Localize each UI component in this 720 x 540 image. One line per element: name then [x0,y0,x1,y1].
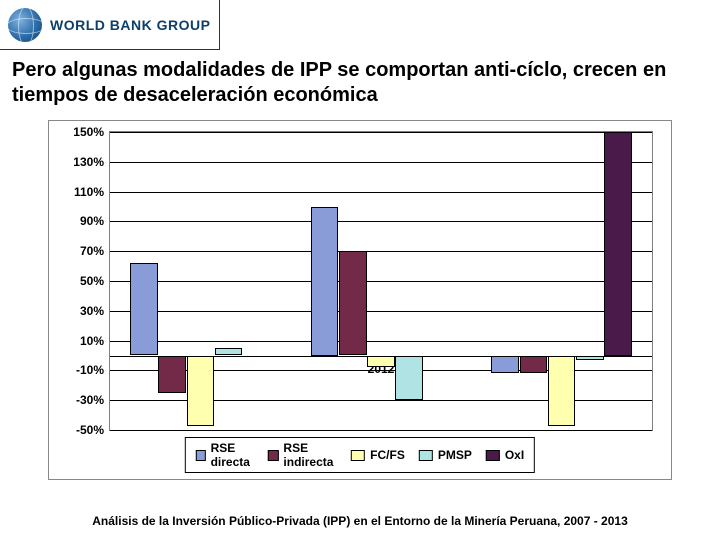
y-tick-label: 50% [80,274,104,288]
chart-container: -50%-30%-10%10%30%50%70%90%110%130%150%2… [48,120,672,480]
legend-item: PMSP [419,441,472,469]
legend-label: PMSP [438,448,472,462]
bar-fc-fs [187,356,215,426]
bar-rse-indirecta [520,356,548,374]
bar-pmsp [395,356,423,401]
gridline [110,430,652,431]
y-tick-label: 70% [80,244,104,258]
legend-label: RSE directa [211,441,255,469]
y-tick-label: 110% [74,185,104,199]
bar-rse-directa [311,207,339,356]
gridline [110,311,652,312]
legend-label: RSE indirecta [283,441,337,469]
y-tick-label: 150% [73,125,104,139]
bar-rse-directa [130,263,158,355]
y-tick-label: 90% [80,214,104,228]
legend-label: FC/FS [370,448,405,462]
footer-caption: Análisis de la Inversión Público-Privada… [0,514,720,528]
y-tick-label: -30% [76,393,104,407]
page-title: Pero algunas modalidades de IPP se compo… [12,58,708,108]
gridline [110,192,652,193]
y-tick-label: 130% [73,155,104,169]
y-tick-label: -10% [76,363,104,377]
gridline [110,251,652,252]
gridline [110,132,652,133]
legend-swatch [268,450,278,461]
logo-area: WORLD BANK GROUP [0,0,220,50]
globe-icon [8,8,42,42]
legend-swatch [196,450,206,461]
legend-item: RSE directa [196,441,254,469]
y-tick-label: 30% [80,304,104,318]
bar-pmsp [215,348,243,355]
legend-item: OxI [486,441,524,469]
bar-fc-fs [548,356,576,426]
plot-area: -50%-30%-10%10%30%50%70%90%110%130%150%2… [109,131,653,431]
legend-label: OxI [505,448,524,462]
bar-rse-indirecta [158,356,186,393]
bar-oxi [604,132,632,356]
legend-swatch [486,450,500,461]
legend-item: FC/FS [351,441,405,469]
bar-rse-indirecta [339,251,367,355]
y-tick-label: -50% [76,423,104,437]
gridline [110,281,652,282]
bar-fc-fs [367,356,395,368]
logo-text: WORLD BANK GROUP [50,17,210,33]
legend-item: RSE indirecta [268,441,337,469]
gridline [110,341,652,342]
gridline [110,221,652,222]
legend-swatch [419,450,433,461]
bar-rse-directa [491,356,519,374]
bar-pmsp [576,356,604,360]
legend: RSE directa RSE indirecta FC/FS PMSP OxI [185,437,535,473]
gridline [110,162,652,163]
y-tick-label: 10% [80,334,104,348]
legend-swatch [351,450,365,461]
